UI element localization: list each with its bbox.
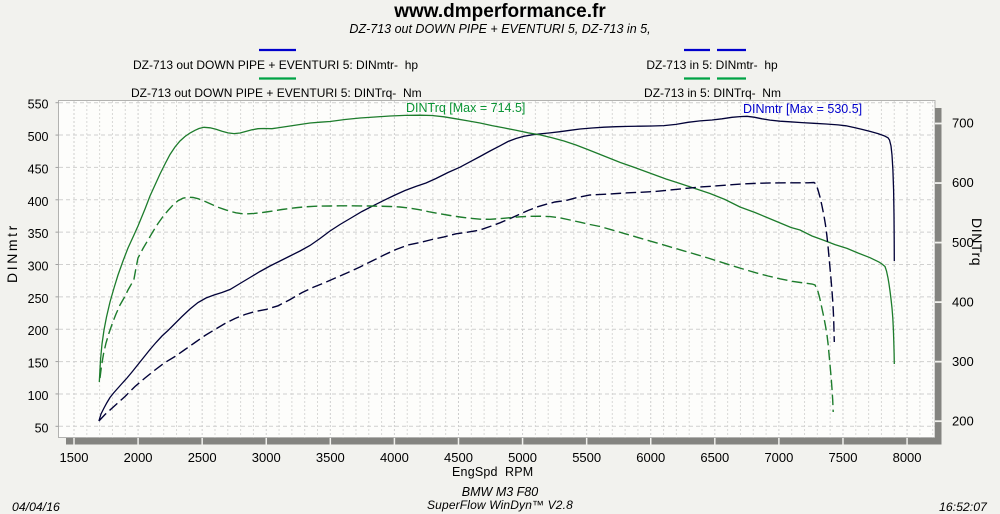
svg-text:3500: 3500: [316, 450, 345, 465]
svg-text:400: 400: [28, 195, 49, 209]
svg-text:100: 100: [28, 389, 49, 403]
svg-text:400: 400: [952, 294, 974, 309]
svg-text:2000: 2000: [124, 450, 153, 465]
svg-text:300: 300: [952, 354, 974, 369]
svg-text:2500: 2500: [188, 450, 217, 465]
svg-text:7000: 7000: [764, 450, 793, 465]
svg-text:3000: 3000: [252, 450, 281, 465]
svg-text:250: 250: [28, 292, 49, 306]
svg-text:200: 200: [952, 413, 974, 428]
svg-text:1500: 1500: [60, 450, 89, 465]
svg-text:500: 500: [952, 235, 974, 250]
svg-text:200: 200: [28, 324, 49, 338]
svg-text:500: 500: [28, 130, 49, 144]
svg-text:150: 150: [28, 357, 49, 371]
svg-text:50: 50: [35, 421, 49, 435]
svg-text:6500: 6500: [700, 450, 729, 465]
svg-text:600: 600: [952, 175, 974, 190]
svg-text:450: 450: [28, 162, 49, 176]
svg-text:350: 350: [28, 227, 49, 241]
svg-text:300: 300: [28, 260, 49, 274]
svg-text:550: 550: [28, 98, 49, 112]
svg-text:4000: 4000: [380, 450, 409, 465]
svg-text:5500: 5500: [572, 450, 601, 465]
svg-text:8000: 8000: [893, 450, 922, 465]
svg-text:6000: 6000: [636, 450, 665, 465]
svg-text:5000: 5000: [508, 450, 537, 465]
svg-text:700: 700: [952, 116, 974, 131]
svg-text:7500: 7500: [829, 450, 858, 465]
svg-text:4500: 4500: [444, 450, 473, 465]
